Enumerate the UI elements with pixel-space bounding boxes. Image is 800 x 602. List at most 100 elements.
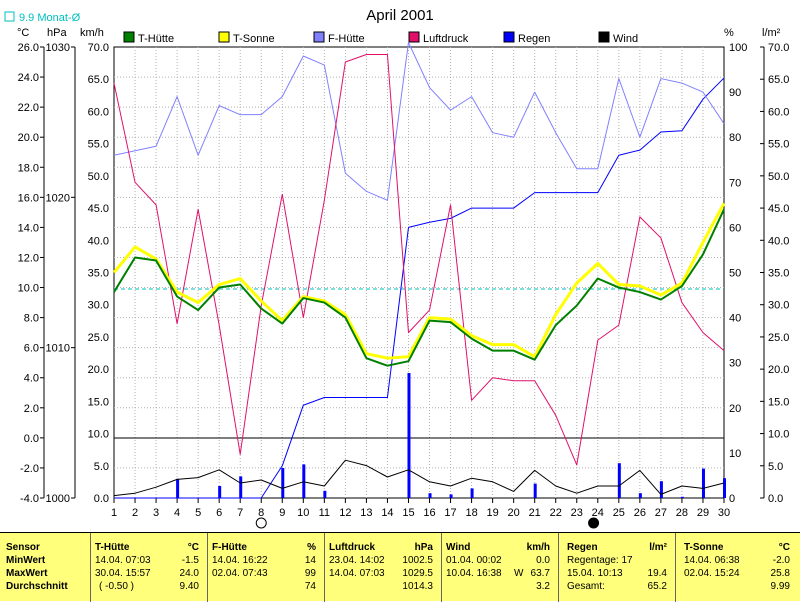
rain-bar (533, 483, 537, 498)
x-tick-label: 17 (444, 507, 456, 519)
wind-tick-label: 40.0 (88, 235, 109, 247)
stats-max-dir: W (514, 568, 524, 579)
rain-bar (680, 496, 684, 498)
rain-tick-label: 15.0 (768, 396, 789, 408)
stats-avg-val: 74 (304, 581, 316, 592)
rain-tick-label: 20.0 (768, 364, 789, 376)
x-tick-label: 23 (571, 507, 583, 519)
stats-min-time: 01.04. 00:02 (446, 555, 502, 566)
rain-tick-label: 60.0 (768, 106, 789, 118)
pressure-tick-label: 1010 (46, 343, 70, 355)
legend-label-f-huette: F-Hütte (328, 33, 365, 45)
temp-tick-label: 18.0 (18, 162, 39, 174)
stats-title: Regen (567, 542, 598, 553)
legend-label-luftdruck: Luftdruck (423, 33, 469, 45)
rain-tick-label: 25.0 (768, 332, 789, 344)
rain-tick-label: 35.0 (768, 268, 789, 280)
stats-min-val: 14 (304, 555, 316, 566)
humidity-tick-label: 60 (729, 222, 741, 234)
wind-unit: km/h (80, 27, 104, 39)
rain-bar (470, 488, 474, 498)
wind-tick-label: 5.0 (94, 461, 109, 473)
stats-row-labels: Sensor MinWert MaxWert Durchschnitt (0, 533, 90, 602)
stats-max-val: 63.7 (530, 568, 550, 579)
rain-bar (617, 463, 621, 498)
rain-tick-label: 55.0 (768, 139, 789, 151)
legend-label-t-huette: T-Hütte (138, 33, 174, 45)
rain-bar (281, 468, 285, 498)
row-label-max: MaxWert (6, 568, 48, 579)
stats-avg-val: 1014.3 (402, 581, 433, 592)
legend-swatch-t-sonne (218, 31, 230, 43)
stats-max-time: 15.04. 10:13 (567, 568, 623, 579)
wind-tick-label: 65.0 (88, 74, 109, 86)
x-tick-label: 16 (423, 507, 435, 519)
x-tick-label: 8 (258, 507, 264, 519)
rain-tick-label: 10.0 (768, 429, 789, 441)
wind-tick-label: 50.0 (88, 171, 109, 183)
plot-area (113, 46, 725, 499)
legend-label-regen: Regen (518, 33, 550, 45)
stats-title: T-Hütte (95, 542, 130, 553)
rain-tick-label: 40.0 (768, 235, 789, 247)
pressure-tick-label: 1020 (46, 192, 70, 204)
stats-unit: °C (778, 542, 790, 553)
series-line-regen (114, 77, 725, 499)
humidity-tick-label: 30 (729, 358, 741, 370)
stats-avg-val: 3.2 (536, 581, 550, 592)
temp-tick-label: 4.0 (24, 373, 39, 385)
wind-tick-label: 55.0 (88, 139, 109, 151)
x-tick-label: 24 (592, 507, 604, 519)
x-tick-label: 22 (550, 507, 562, 519)
rain-bar (239, 476, 243, 498)
temp-tick-label: 6.0 (24, 343, 39, 355)
stats-min-val: 0.0 (536, 555, 550, 566)
humidity-tick-label: 40 (729, 313, 741, 325)
stats-min-val: 1002.5 (402, 555, 433, 566)
stats-unit: hPa (414, 542, 433, 553)
x-tick-label: 29 (697, 507, 709, 519)
rain-bar (218, 486, 222, 498)
wind-tick-label: 15.0 (88, 396, 109, 408)
pressure-tick-label: 1030 (46, 42, 70, 54)
wind-tick-label: 35.0 (88, 268, 109, 280)
pressure-tick-label: 1000 (46, 493, 70, 505)
x-tick-label: 10 (297, 507, 309, 519)
humidity-unit: % (724, 27, 734, 39)
x-tick-label: 5 (195, 507, 201, 519)
temp-tick-label: 0.0 (24, 433, 39, 445)
rain-bar (638, 493, 642, 498)
series-line-f-huette (113, 41, 725, 201)
temp-tick-label: 14.0 (18, 222, 39, 234)
chart-title: April 2001 (366, 7, 434, 24)
stats-max-time: 02.04. 07:43 (212, 568, 268, 579)
stats-min-time: 14.04. 16:22 (212, 555, 268, 566)
stats-avg-val: 9.40 (179, 581, 199, 592)
humidity-tick-label: 10 (729, 448, 741, 460)
rain-unit: l/m² (762, 27, 781, 39)
monthly-avg-label: 9.9 Monat-Ø (19, 12, 81, 24)
rain-bar (407, 373, 411, 498)
weather-chart: April 2001 9.9 Monat-Ø °C hPa km/h % l/m… (4, 7, 790, 529)
x-tick-label: 7 (237, 507, 243, 519)
wind-tick-label: 60.0 (88, 106, 109, 118)
new-moon-icon (588, 517, 600, 529)
full-moon-icon (255, 517, 267, 529)
pressure-unit: hPa (47, 27, 67, 39)
rain-bar (659, 481, 663, 498)
stats-col-t-huette: T-Hütte °C 14.04. 07:03 -1.5 30.04. 15:5… (90, 533, 207, 602)
legend: T-Hütte T-Sonne F-Hütte Luftdruck Regen … (123, 31, 638, 45)
rain-tick-label: 5.0 (768, 461, 783, 473)
x-tick-label: 2 (132, 507, 138, 519)
stats-col-t-sonne: T-Sonne °C 14.04. 06:38 -2.0 02.04. 15:2… (675, 533, 800, 602)
x-tick-label: 27 (655, 507, 667, 519)
x-tick-label: 14 (381, 507, 393, 519)
x-tick-label: 21 (529, 507, 541, 519)
legend-swatch-regen (503, 31, 515, 43)
humidity-tick-label: 50 (729, 268, 741, 280)
rain-tick-label: 50.0 (768, 171, 789, 183)
temp-tick-label: 26.0 (18, 42, 39, 54)
temp-tick-label: 22.0 (18, 102, 39, 114)
wind-tick-label: 30.0 (88, 300, 109, 312)
temp-tick-label: 10.0 (18, 283, 39, 295)
